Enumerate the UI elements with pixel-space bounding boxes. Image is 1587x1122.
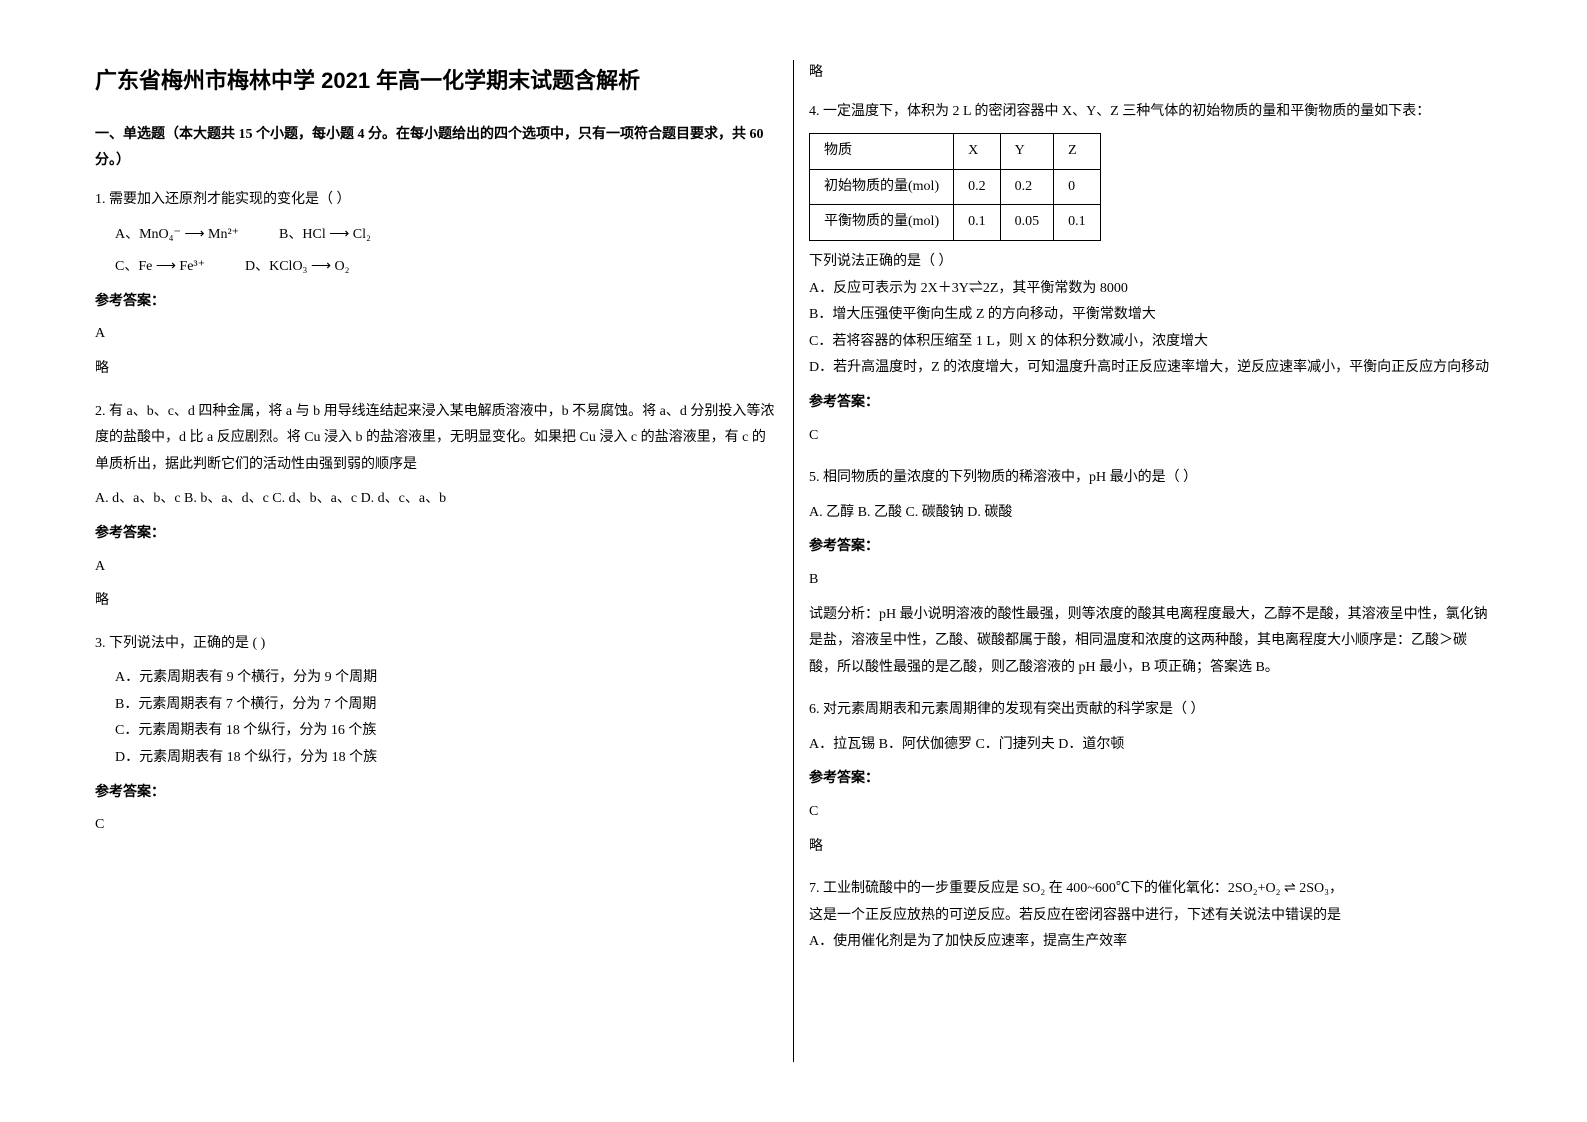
table-cell: 0.2 xyxy=(1000,169,1054,205)
answer-label: 参考答案： xyxy=(809,534,1492,561)
answer-label: 参考答案： xyxy=(95,521,778,548)
option-a: A．使用催化剂是为了加快反应速率，提高生产效率 xyxy=(809,929,1492,956)
answer-label: 参考答案： xyxy=(95,780,778,807)
answer-value: C xyxy=(809,423,1492,450)
option-a: A．元素周期表有 9 个横行，分为 9 个周期 xyxy=(115,665,778,692)
table-cell: 初始物质的量(mol) xyxy=(810,169,954,205)
question-5: 5. 相同物质的量浓度的下列物质的稀溶液中，pH 最小的是（ ） A. 乙醇 B… xyxy=(809,465,1492,681)
data-table: 物质 X Y Z 初始物质的量(mol) 0.2 0.2 0 平衡物质的量(mo… xyxy=(809,133,1101,241)
answer-label: 参考答案： xyxy=(95,289,778,316)
question-text: 6. 对元素周期表和元素周期律的发现有突出贡献的科学家是（ ） xyxy=(809,697,1492,724)
question-text: 1. 需要加入还原剂才能实现的变化是（ ） xyxy=(95,187,778,214)
table-cell: 0.2 xyxy=(954,169,1001,205)
question-subtext: 下列说法正确的是（ ） xyxy=(809,249,1492,276)
answer-value: C xyxy=(809,799,1492,826)
table-cell: 0 xyxy=(1054,169,1101,205)
table-cell: 0.05 xyxy=(1000,205,1054,241)
option-b: B、HCl ⟶ Cl₂ xyxy=(279,222,371,249)
table-cell: Z xyxy=(1054,134,1101,170)
question-7: 7. 工业制硫酸中的一步重要反应是 SO₂ 在 400~600℃下的催化氧化：2… xyxy=(809,876,1492,956)
question-text: 3. 下列说法中，正确的是 ( ) xyxy=(95,631,778,658)
explanation: 略 xyxy=(95,588,778,615)
option-d: D、KClO₃ ⟶ O₂ xyxy=(245,254,350,281)
table-row: 平衡物质的量(mol) 0.1 0.05 0.1 xyxy=(810,205,1101,241)
option-d: D．若升高温度时，Z 的浓度增大，可知温度升高时正反应速率增大，逆反应速率减小，… xyxy=(809,355,1492,382)
explanation: 略 xyxy=(809,834,1492,861)
option-c: C．若将容器的体积压缩至 1 L，则 X 的体积分数减小，浓度增大 xyxy=(809,329,1492,356)
answer-value: A xyxy=(95,554,778,581)
page-title: 广东省梅州市梅林中学 2021 年高一化学期末试题含解析 xyxy=(95,60,778,102)
option-c: C、Fe ⟶ Fe³⁺ xyxy=(115,254,205,281)
table-row: 物质 X Y Z xyxy=(810,134,1101,170)
question-text: 5. 相同物质的量浓度的下列物质的稀溶液中，pH 最小的是（ ） xyxy=(809,465,1492,492)
section-heading: 一、单选题（本大题共 15 个小题，每小题 4 分。在每小题给出的四个选项中，只… xyxy=(95,122,778,175)
options-line: A．拉瓦锡 B．阿伏伽德罗 C．门捷列夫 D．道尔顿 xyxy=(809,732,1492,759)
question-text: 4. 一定温度下，体积为 2 L 的密闭容器中 X、Y、Z 三种气体的初始物质的… xyxy=(809,99,1492,126)
option-c: C．元素周期表有 18 个纵行，分为 16 个族 xyxy=(115,718,778,745)
answer-value: A xyxy=(95,321,778,348)
answer-value: B xyxy=(809,567,1492,594)
question-6: 6. 对元素周期表和元素周期律的发现有突出贡献的科学家是（ ） A．拉瓦锡 B．… xyxy=(809,697,1492,860)
answer-label: 参考答案： xyxy=(809,390,1492,417)
option-d: D．元素周期表有 18 个纵行，分为 18 个族 xyxy=(115,745,778,772)
table-cell: 物质 xyxy=(810,134,954,170)
question-3: 3. 下列说法中，正确的是 ( ) A．元素周期表有 9 个横行，分为 9 个周… xyxy=(95,631,778,839)
option-b: B．增大压强使平衡向生成 Z 的方向移动，平衡常数增大 xyxy=(809,302,1492,329)
options-line: A. 乙醇 B. 乙酸 C. 碳酸钠 D. 碳酸 xyxy=(809,500,1492,527)
q3-explanation: 略 xyxy=(809,60,1492,87)
question-text-line2: 这是一个正反应放热的可逆反应。若反应在密闭容器中进行，下述有关说法中错误的是 xyxy=(809,903,1492,930)
table-cell: X xyxy=(954,134,1001,170)
question-text-line1: 7. 工业制硫酸中的一步重要反应是 SO₂ 在 400~600℃下的催化氧化：2… xyxy=(809,876,1492,903)
answer-label: 参考答案： xyxy=(809,766,1492,793)
option-b: B．元素周期表有 7 个横行，分为 7 个周期 xyxy=(115,692,778,719)
table-cell: 0.1 xyxy=(1054,205,1101,241)
question-text: 2. 有 a、b、c、d 四种金属，将 a 与 b 用导线连结起来浸入某电解质溶… xyxy=(95,399,778,479)
option-a: A、MnO₄⁻ ⟶ Mn²⁺ xyxy=(115,222,239,249)
question-2: 2. 有 a、b、c、d 四种金属，将 a 与 b 用导线连结起来浸入某电解质溶… xyxy=(95,399,778,615)
question-4: 4. 一定温度下，体积为 2 L 的密闭容器中 X、Y、Z 三种气体的初始物质的… xyxy=(809,99,1492,450)
table-row: 初始物质的量(mol) 0.2 0.2 0 xyxy=(810,169,1101,205)
options-line: A. d、a、b、c B. b、a、d、c C. d、b、a、c D. d、c、… xyxy=(95,486,778,513)
question-1: 1. 需要加入还原剂才能实现的变化是（ ） A、MnO₄⁻ ⟶ Mn²⁺ B、H… xyxy=(95,187,778,383)
option-a: A．反应可表示为 2X＋3Y⇌2Z，其平衡常数为 8000 xyxy=(809,276,1492,303)
explanation: 试题分析：pH 最小说明溶液的酸性最强，则等浓度的酸其电离程度最大，乙醇不是酸，… xyxy=(809,602,1492,682)
table-cell: Y xyxy=(1000,134,1054,170)
table-cell: 0.1 xyxy=(954,205,1001,241)
explanation: 略 xyxy=(95,356,778,383)
answer-value: C xyxy=(95,812,778,839)
table-cell: 平衡物质的量(mol) xyxy=(810,205,954,241)
